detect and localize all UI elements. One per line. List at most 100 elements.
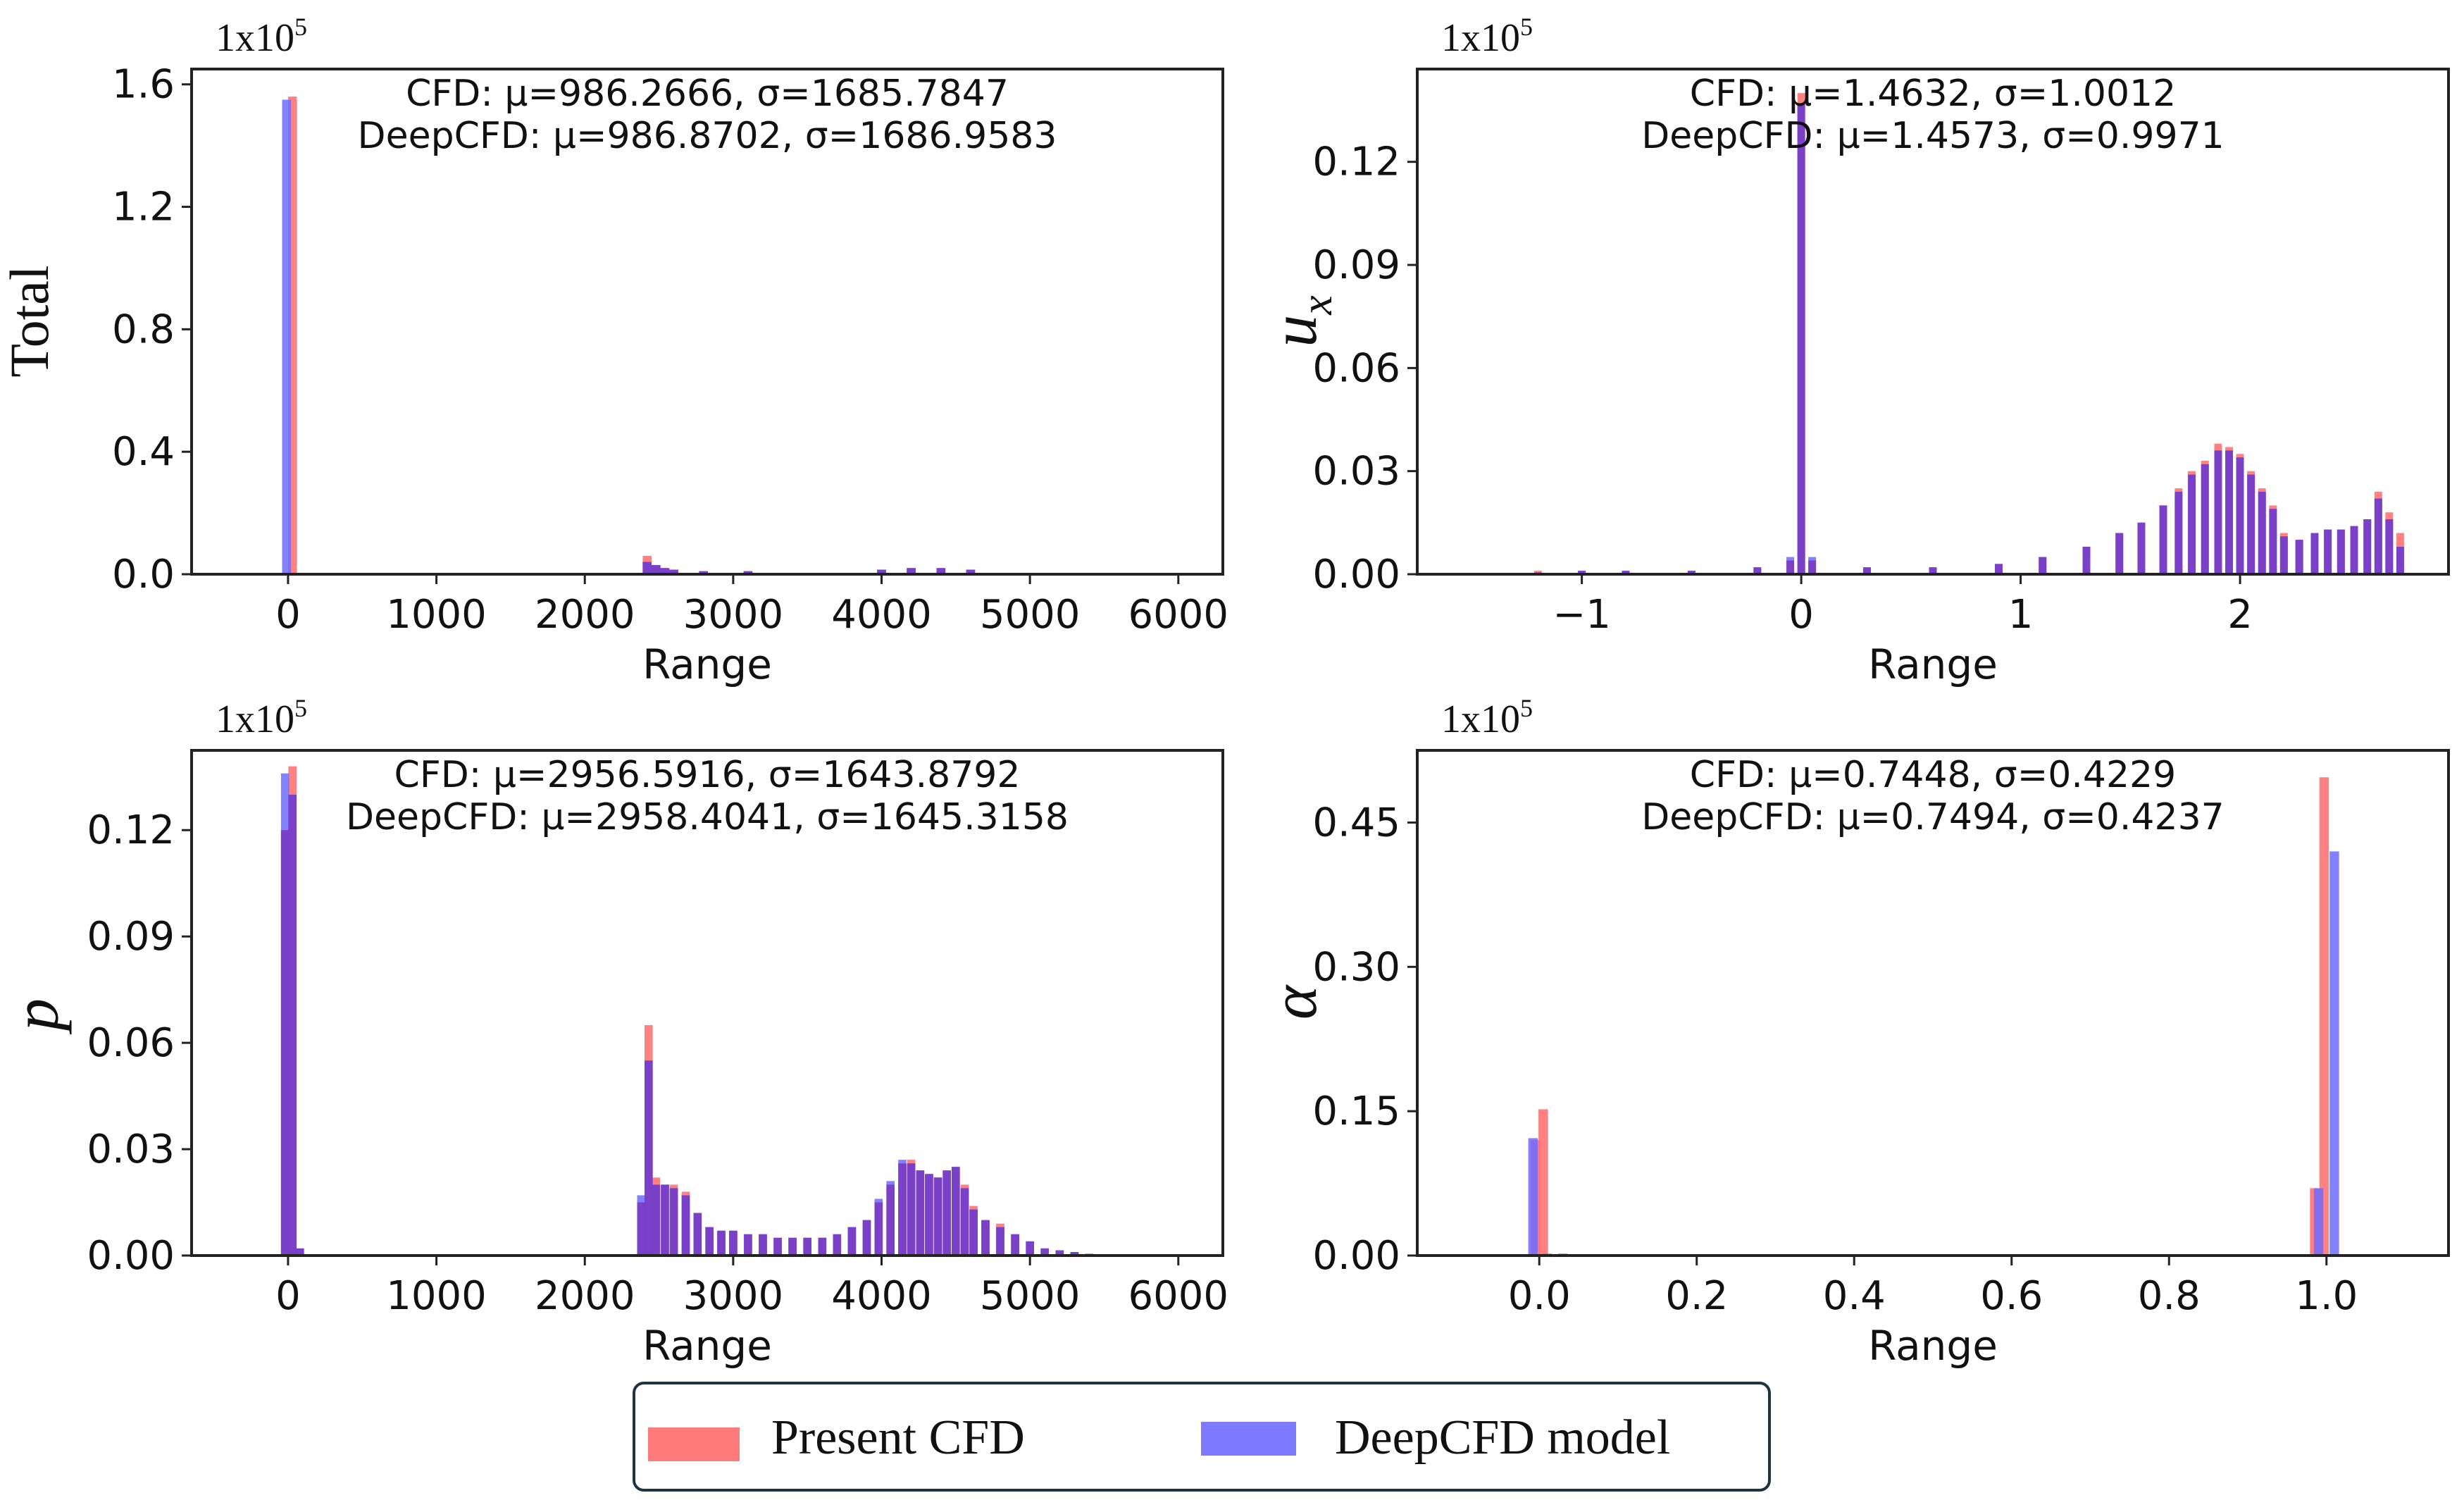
x-tick-label: 0.0 [1508,1273,1571,1319]
bar-overlap [1786,560,1794,574]
y-scale-exponent: 5 [1520,13,1533,41]
bar-overlap [907,568,916,574]
bar-overlap [2385,519,2394,574]
bar-overlap [744,1234,752,1256]
x-tick-label: 1000 [386,592,487,638]
y-axis-title: α [1258,984,1330,1020]
bar-overlap [660,568,670,574]
x-tick-label: 1 [2008,592,2034,638]
panel-1: 0 1000 2000 3000 4000 5000 6000 0.0 0.4 0.8 1.2 1.6… [0,13,1228,688]
bar-overlap [2258,491,2266,574]
bar-overlap [925,1174,933,1256]
panel-2: −1 0 1 2 0.00 0.03 0.06 0.09 0.12 Range ux 1x105 CFD… [1258,13,2450,688]
bar-overlap [2269,509,2277,574]
bar-overlap [1863,567,1871,574]
bar-overlap [933,1177,942,1256]
bar-overlap [803,1237,811,1256]
bar-overlap [1026,1241,1034,1256]
y-tick-label: 0.06 [87,1020,175,1066]
bar-overlap [862,1220,871,1256]
x-tick-label: 1.0 [2295,1273,2358,1319]
x-tick-label: 4000 [831,1273,932,1319]
x-axis-title: Range [642,640,772,688]
legend-swatch-deepcfd [1201,1422,1296,1456]
x-tick-label: 2000 [535,1273,635,1319]
x-tick-label: 2000 [535,592,635,638]
x-tick-label: 3000 [683,592,784,638]
bar-deepcfd [2313,1188,2324,1256]
bar-overlap [936,568,946,574]
bar-overlap [773,1237,782,1256]
plot-frame [190,68,1224,576]
bar-overlap [2374,498,2382,574]
bar-overlap [2188,474,2196,574]
bar-overlap [2214,450,2222,574]
bar-overlap [1808,560,1817,574]
y-scale-label: 1x105 [1441,13,1533,60]
bar-overlap [898,1163,907,1256]
bar-overlap [693,1213,702,1256]
y-tick-label: 0.09 [1312,242,1400,288]
bar-overlap [729,1230,738,1256]
x-tick-label: 0 [275,592,301,638]
bar-deepcfd [2329,851,2339,1256]
legend-label-deepcfd: DeepCFD model [1335,1411,1670,1465]
bar-overlap [652,1184,661,1256]
bar-overlap [1797,103,1805,575]
bar-overlap [2236,457,2244,574]
panel-4: 0.0 0.2 0.4 0.6 0.8 1.0 0.00 0.15 0.30 0.45 Range α… [1258,694,2450,1370]
bar-overlap [2396,547,2404,574]
x-tick-label: 0.4 [1823,1273,1886,1319]
bar-overlap [2337,529,2345,574]
bar-overlap [2225,450,2233,574]
x-tick-label: 3000 [683,1273,784,1319]
y-axis-title: ux [1258,295,1341,347]
bar-overlap [877,569,886,574]
bar-overlap [642,562,652,574]
bar-overlap [942,1170,951,1256]
stats-deepcfd: DeepCFD: μ=1.4573, σ=0.9971 [1641,115,2224,157]
bar-overlap [1011,1234,1019,1256]
y-tick-label: 0.00 [87,1233,175,1279]
bar-overlap [1578,571,1586,574]
stats-cfd: CFD: μ=986.2666, σ=1685.7847 [406,73,1009,115]
bar-overlap [969,1209,978,1256]
bar-overlap [952,1167,960,1256]
x-tick-label: −1 [1553,592,1611,638]
x-tick-label: 0.6 [1980,1273,2043,1319]
bar-cfd [1538,1109,1548,1256]
bar-overlap [296,1248,304,1256]
bar-overlap [886,1184,895,1256]
bar-overlap [1995,564,2003,574]
y-scale-label: 1x105 [216,694,307,741]
bar-overlap [1929,567,1937,574]
y-scale-label: 1x105 [216,13,307,60]
legend: Present CFD DeepCFD model [633,1382,1771,1492]
x-tick-label: 0.2 [1665,1273,1728,1319]
bar-overlap [2115,533,2124,574]
stats-cfd: CFD: μ=0.7448, σ=0.4229 [1690,754,2176,796]
legend-swatch-cfd [648,1427,740,1461]
y-scale-exponent: 5 [294,13,307,41]
y-tick-label: 0.30 [1312,944,1400,990]
x-tick-label: 0 [1788,592,1814,638]
bar-overlap [788,1237,797,1256]
y-tick-label: 0.12 [87,807,175,853]
bar-overlap [847,1227,857,1256]
x-tick-label: 0.8 [2138,1273,2201,1319]
y-tick-label: 0.00 [1312,552,1400,597]
x-axis-title: Range [1868,1322,1998,1370]
bar-overlap [669,1188,678,1256]
bar-overlap [652,565,661,574]
bar-overlap [2201,464,2209,574]
bar-overlap [1753,567,1762,574]
bar-overlap [2324,529,2332,574]
x-tick-label: 4000 [831,592,932,638]
bar-overlap [1622,571,1630,574]
bar-overlap [907,1163,916,1256]
bar-overlap [1070,1252,1079,1256]
plot-frame [1416,68,2450,576]
x-tick-label: 0 [275,1273,301,1319]
bar-overlap [916,1170,925,1256]
